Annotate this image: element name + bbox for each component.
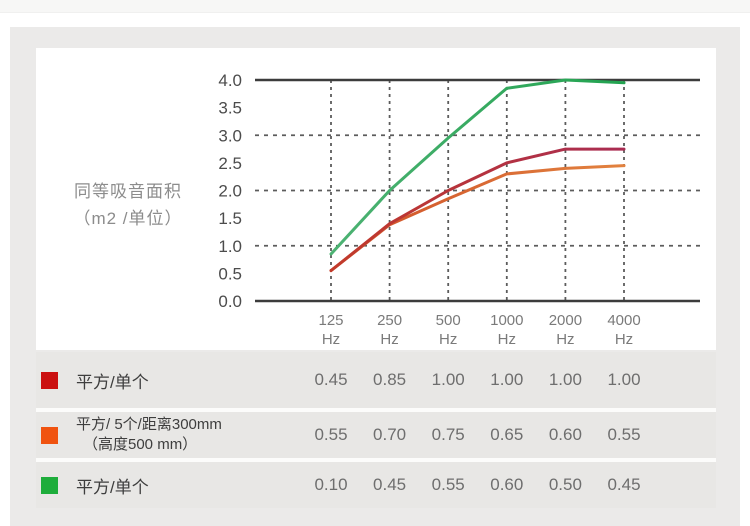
y-tick-label: 0.0	[218, 292, 242, 311]
table-value: 0.55	[314, 425, 348, 444]
y-tick-label: 1.5	[218, 209, 242, 228]
x-tick-label: 250	[377, 312, 402, 329]
top-strip	[0, 0, 750, 13]
series-line-red	[329, 147, 626, 273]
red-legend-swatch	[41, 371, 58, 389]
content-panel: 同等吸音面积 （m2 /单位） 125 Hz 250 Hz 500 Hz 1000 Hz 200…	[10, 27, 740, 526]
y-axis-title-line2: （m2 /单位）	[73, 209, 183, 228]
table-value: 0.85	[373, 370, 407, 389]
table-value: 0.60	[490, 475, 524, 494]
x-tick-unit: Hz	[380, 331, 398, 348]
y-axis-title-line1: 同等吸音面积	[74, 182, 182, 201]
x-tick-label: 1000	[490, 312, 523, 329]
table-value: 0.45	[373, 475, 407, 494]
x-tick-label: 4000	[607, 312, 640, 329]
table-row-orange-label: 平方/ 5个/距离300mm （高度500 mm）	[76, 415, 222, 455]
y-tick-label: 0.5	[218, 264, 242, 283]
table-row-red-label: 平方/单个	[76, 372, 149, 392]
table-value: 0.55	[431, 475, 465, 494]
x-tick-unit: Hz	[498, 331, 516, 348]
series-line-green	[329, 78, 626, 256]
x-tick-unit: Hz	[439, 331, 457, 348]
row-separator	[36, 458, 716, 462]
y-tick-label: 1.0	[218, 237, 242, 256]
table-value: 0.70	[373, 425, 407, 444]
orange-legend-swatch	[41, 426, 58, 444]
table-value: 1.00	[607, 370, 641, 389]
chart-card: 同等吸音面积 （m2 /单位） 125 Hz 250 Hz 500 Hz 1000 Hz 200…	[36, 48, 716, 350]
y-axis-title: 同等吸音面积 （m2 /单位）	[44, 178, 212, 232]
table-value: 0.10	[314, 475, 348, 494]
y-tick-label: 4.0	[218, 71, 242, 90]
row-separator	[36, 408, 716, 412]
table-value: 0.55	[607, 425, 641, 444]
table-value: 0.65	[490, 425, 524, 444]
x-tick-unit: Hz	[556, 331, 574, 348]
table-row-green-label: 平方/单个	[76, 477, 149, 497]
y-tick-label: 2.5	[218, 154, 242, 173]
table-row-orange-label-line1: 平方/ 5个/距离300mm	[76, 416, 222, 433]
table-value: 1.00	[490, 370, 524, 389]
chart-svg: 125 Hz 250 Hz 500 Hz 1000 Hz 2000 Hz 4000 Hz 4.0 3.5 3…	[218, 71, 700, 348]
table-row-orange: 平方/ 5个/距离300mm （高度500 mm） 0.55 0.70 0.75 0.…	[36, 412, 716, 458]
x-tick-label: 500	[436, 312, 461, 329]
table-value: 1.00	[431, 370, 465, 389]
table-value: 0.50	[548, 475, 582, 494]
table-value: 0.45	[607, 475, 641, 494]
table-row-green: 平方/单个 0.10 0.45 0.55 0.60 0.50 0.45	[36, 462, 716, 508]
table-row-red: 平方/单个 0.45 0.85 1.00 1.00 1.00 1.00	[36, 352, 716, 408]
x-tick-unit: Hz	[322, 331, 340, 348]
table-value: 0.75	[431, 425, 465, 444]
table-row-orange-label-line2: （高度500 mm）	[83, 436, 198, 453]
green-legend-swatch	[41, 476, 58, 494]
y-tick-label: 3.0	[218, 126, 242, 145]
y-tick-label: 3.5	[218, 99, 242, 118]
table-value: 1.00	[548, 370, 582, 389]
y-tick-label: 2.0	[218, 182, 242, 201]
x-tick-unit: Hz	[615, 331, 633, 348]
x-tick-label: 125	[318, 312, 343, 329]
table-value: 0.45	[314, 370, 348, 389]
table-value: 0.60	[548, 425, 582, 444]
x-tick-label: 2000	[549, 312, 582, 329]
series-line-orange	[329, 164, 626, 273]
